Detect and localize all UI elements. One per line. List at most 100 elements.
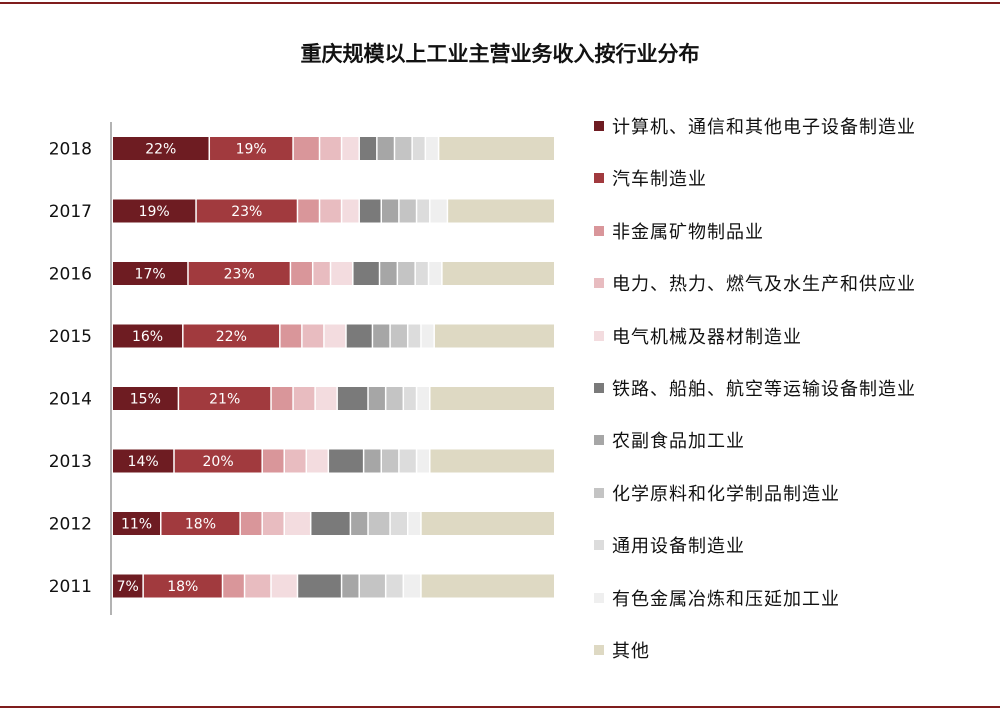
bar-segment <box>399 449 416 473</box>
data-label: 15% <box>130 392 161 408</box>
bar-segment <box>113 574 143 598</box>
bar-segment <box>448 199 554 223</box>
data-label: 18% <box>167 579 198 595</box>
bar-segment <box>337 387 368 410</box>
bar-segment <box>430 199 447 223</box>
legend-swatch <box>594 383 604 393</box>
bar-segment <box>430 387 554 410</box>
bar-segment <box>429 262 442 285</box>
bar-segment <box>404 387 416 410</box>
bar-segment <box>395 137 412 160</box>
bar-segment <box>415 262 428 285</box>
legend-label: 有色金属冶炼和压延加工业 <box>612 588 840 610</box>
legend-item: 有色金属冶炼和压延加工业 <box>594 585 840 611</box>
bar-segment <box>196 199 297 223</box>
bar-segment <box>390 512 407 535</box>
bar-segment <box>291 262 312 285</box>
data-label: 19% <box>236 142 267 158</box>
bar-segment <box>421 512 554 535</box>
legend-item: 汽车制造业 <box>594 165 707 191</box>
bar-segment <box>293 387 315 410</box>
bar-segment <box>421 574 554 598</box>
data-label: 22% <box>145 142 176 158</box>
legend-label: 汽车制造业 <box>612 169 707 191</box>
y-tick-label: 2013 <box>49 452 92 472</box>
bar-segment <box>434 324 554 348</box>
legend-item: 铁路、船舶、航空等运输设备制造业 <box>594 375 916 401</box>
bar-segment <box>307 449 328 473</box>
bar-segment <box>417 449 430 473</box>
bar-segment <box>143 574 222 598</box>
bar-segment <box>404 574 421 598</box>
legend-item: 化学原料和化学制品制造业 <box>594 480 840 506</box>
bar-segment <box>364 449 381 473</box>
bar-segment <box>324 324 346 348</box>
bar-segment <box>183 324 280 348</box>
legend-label: 非金属矿物制品业 <box>612 221 764 243</box>
legend-swatch <box>594 121 604 131</box>
bar-segment <box>298 574 341 598</box>
bar-segment <box>342 574 359 598</box>
bar-segment <box>113 137 209 160</box>
data-label: 22% <box>216 329 247 345</box>
bar-segment <box>346 324 372 348</box>
bar-segment <box>442 262 554 285</box>
bar-segment <box>382 199 399 223</box>
y-tick-label: 2012 <box>49 515 92 535</box>
bar-segment <box>386 574 403 598</box>
data-label: 23% <box>231 204 262 220</box>
legend-swatch <box>594 592 604 603</box>
legend-swatch <box>594 278 604 289</box>
legend-label: 农副食品加工业 <box>612 431 745 453</box>
legend-item: 非金属矿物制品业 <box>594 218 764 244</box>
bar-segment <box>386 387 403 410</box>
bar-segment <box>293 137 319 160</box>
bar-segment <box>240 512 262 535</box>
legend-swatch <box>594 330 604 341</box>
data-label: 16% <box>132 329 163 345</box>
legend-label: 铁路、船舶、航空等运输设备制造业 <box>612 379 916 400</box>
bar-segment <box>245 574 271 598</box>
bar-segment <box>342 199 359 223</box>
bar-segment <box>113 512 161 535</box>
bar-segment <box>210 137 293 160</box>
y-tick-label: 2016 <box>49 265 92 285</box>
bar-segment <box>426 137 438 160</box>
bar-segment <box>382 449 399 473</box>
legend-item: 电气机械及器材制造业 <box>594 323 802 349</box>
legend-item: 其他 <box>594 637 650 663</box>
data-label: 21% <box>209 392 240 408</box>
bar-segment <box>320 199 341 223</box>
legend-item: 通用设备制造业 <box>594 532 745 558</box>
bar-segment <box>113 262 188 285</box>
bottom-rule <box>0 706 1000 708</box>
bar-segment <box>398 262 415 285</box>
bar-segment <box>280 324 302 348</box>
bar-segment <box>359 199 381 223</box>
legend-swatch <box>594 225 604 236</box>
bar-segment <box>223 574 244 598</box>
bar-segment <box>262 512 284 535</box>
bar-segment <box>331 262 353 285</box>
data-label: 11% <box>121 517 152 533</box>
bar-segment <box>262 449 284 473</box>
data-label: 17% <box>135 267 166 283</box>
bar-segment <box>408 324 421 348</box>
bar-segment <box>284 449 306 473</box>
legend-item: 农副食品加工业 <box>594 427 745 453</box>
bar-segment <box>353 262 379 285</box>
bar-segment <box>408 512 421 535</box>
bar-segment <box>421 324 434 348</box>
bar-segment <box>113 387 178 410</box>
y-tick-label: 2011 <box>49 577 92 597</box>
legend-label: 电力、热力、燃气及水生产和供应业 <box>612 274 916 296</box>
bar-segment <box>271 574 297 598</box>
legend-label: 其他 <box>612 641 650 662</box>
data-label: 14% <box>128 454 159 470</box>
bar-segment <box>179 387 271 410</box>
data-label: 20% <box>203 454 234 470</box>
data-label: 7% <box>117 579 139 595</box>
legend-item: 计算机、通信和其他电子设备制造业 <box>594 113 916 139</box>
bar-segment <box>412 137 425 160</box>
